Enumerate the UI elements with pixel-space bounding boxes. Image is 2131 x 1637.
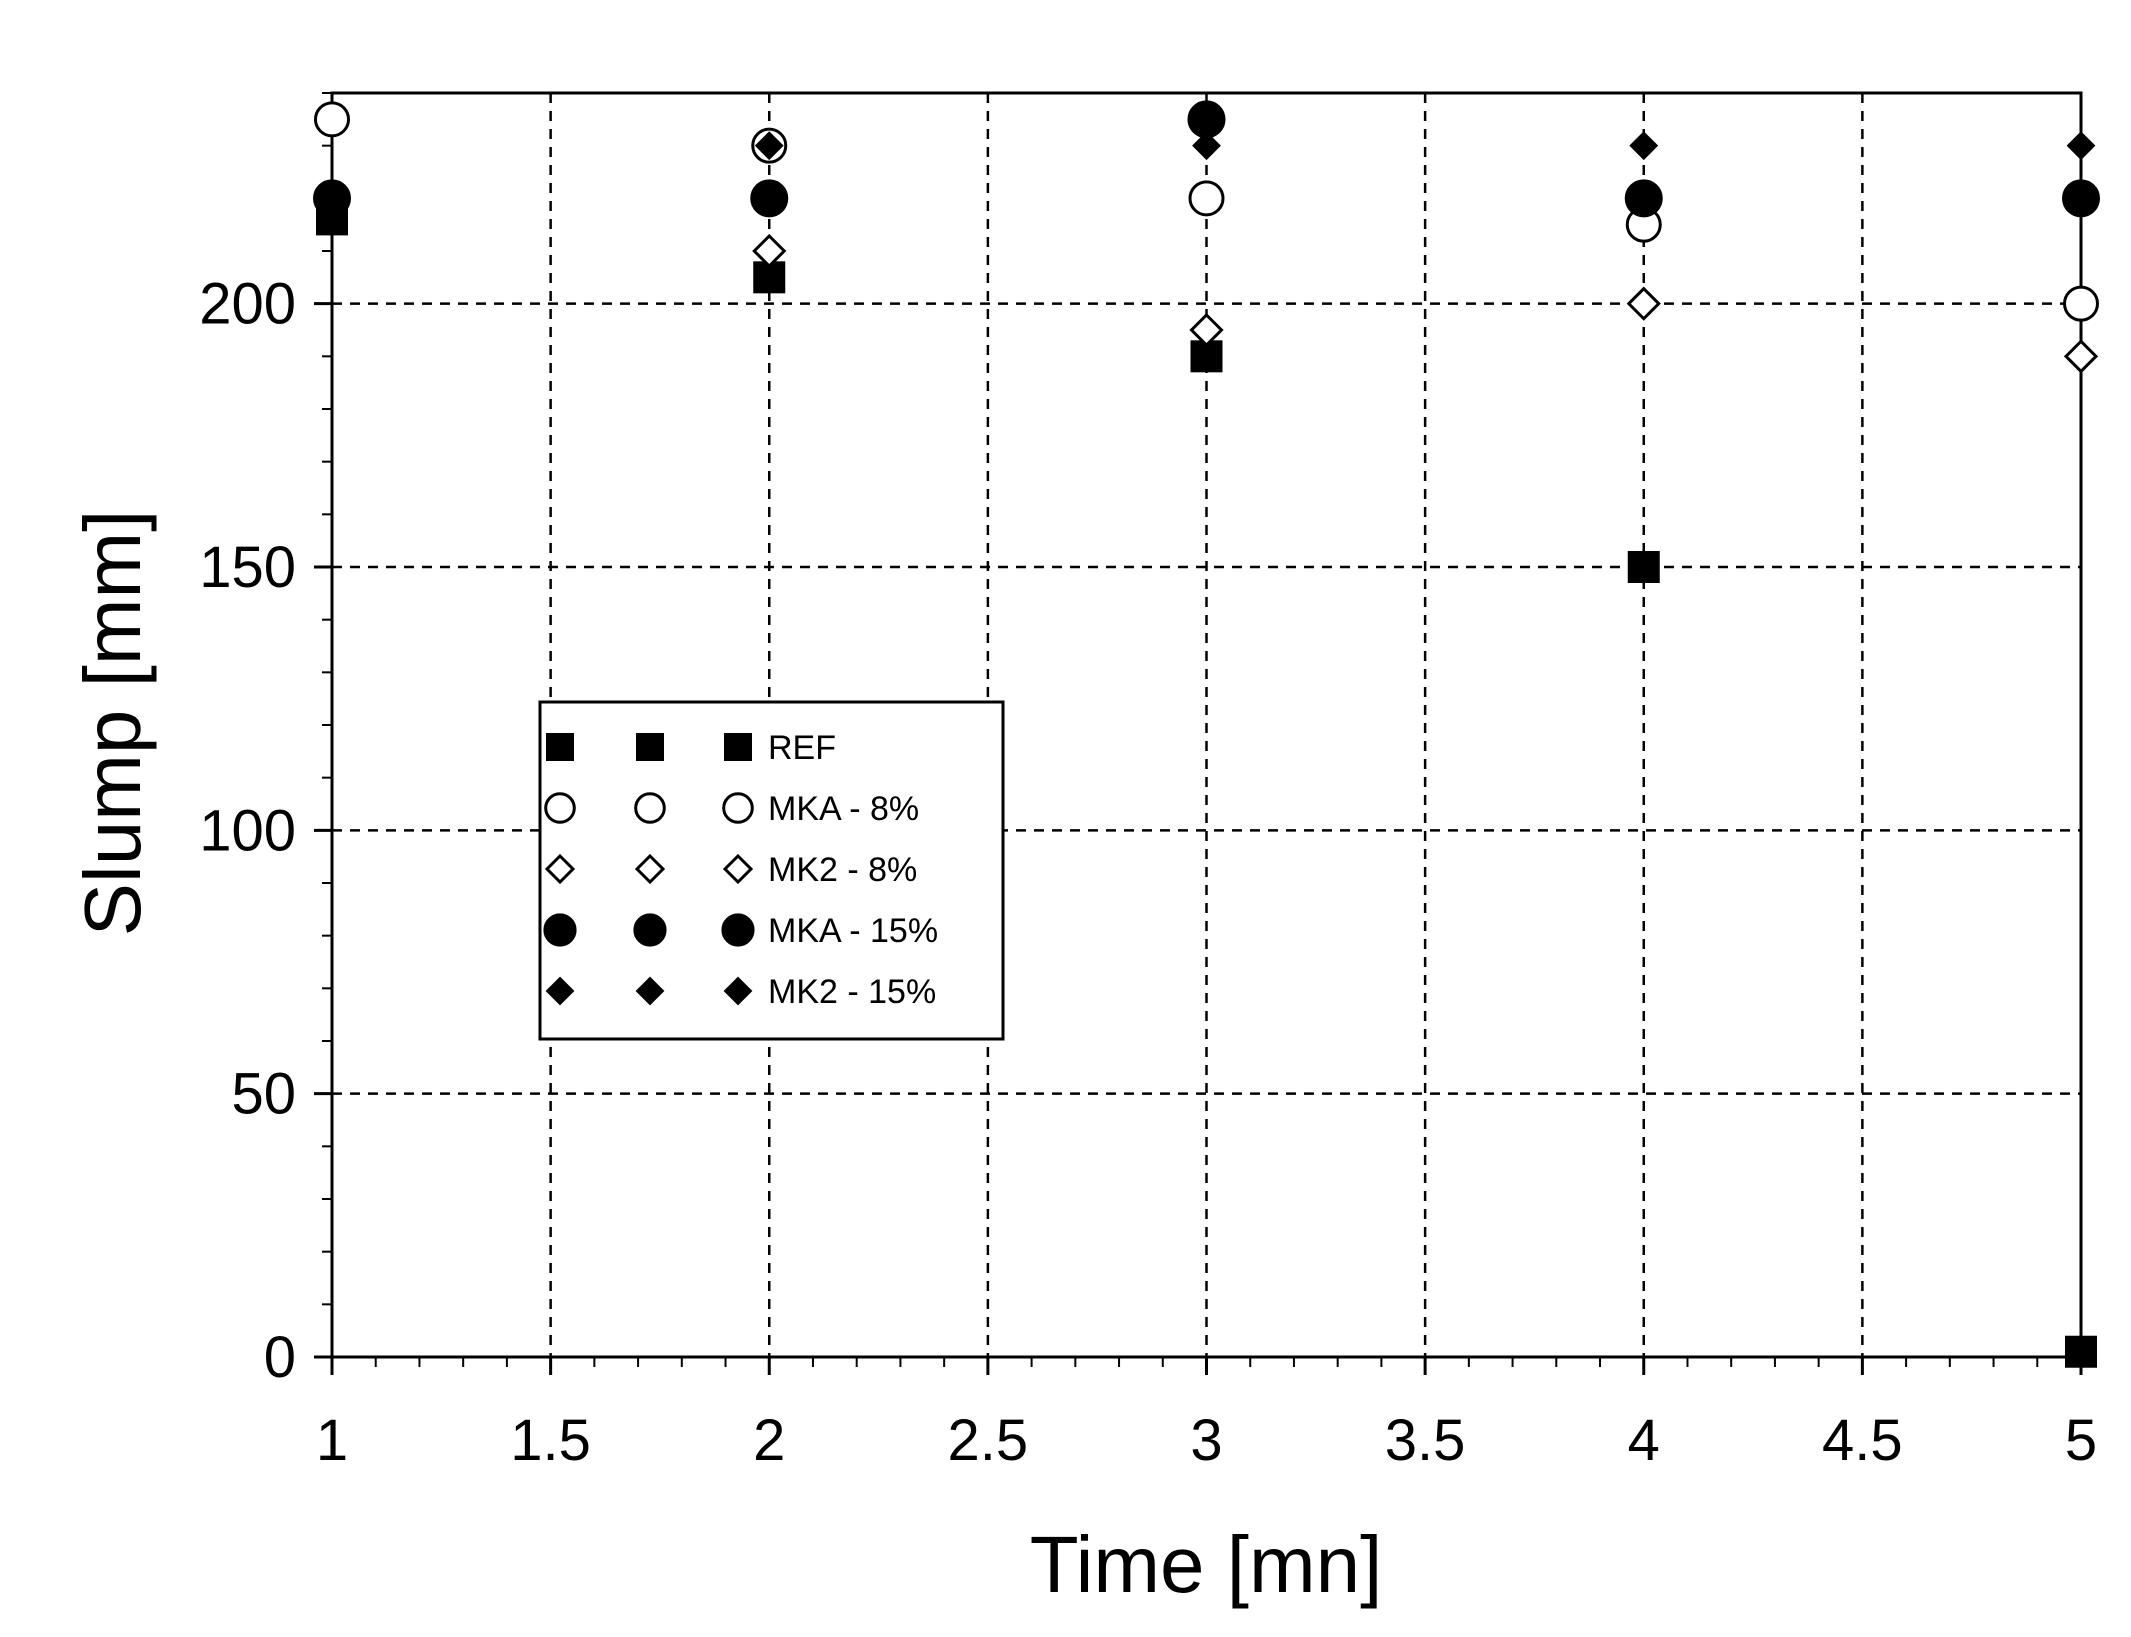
point-mk2-8 xyxy=(1626,286,1661,321)
legend-marker-mk2-8 xyxy=(722,853,754,885)
legend-label-mk2-15: MK2 - 15% xyxy=(768,973,936,1011)
legend-label-mka-8: MKA - 8% xyxy=(768,790,919,828)
point-mka-15 xyxy=(1624,179,1663,218)
x-tick-label: 1 xyxy=(316,1408,348,1473)
point-ref xyxy=(1627,551,1660,583)
x-tick-labels: 1 1.5 2 2.5 3 3.5 4 4.5 5 xyxy=(316,1408,2097,1473)
data-points xyxy=(313,100,2100,1368)
legend-marker-mka-8 xyxy=(722,792,754,824)
point-ref xyxy=(2065,1335,2097,1368)
point-mka-15 xyxy=(2062,179,2100,218)
y-tick-label: 200 xyxy=(199,272,296,337)
legend-marker-mka-8 xyxy=(634,792,666,824)
point-mk2-15 xyxy=(1629,131,1659,161)
x-tick-label: 3 xyxy=(1190,1408,1222,1473)
point-mka-8 xyxy=(314,101,350,138)
y-tick-label: 0 xyxy=(264,1325,296,1390)
y-tick-label: 100 xyxy=(199,798,296,863)
legend-marker-mk2-15 xyxy=(545,976,575,1006)
legend-marker-ref xyxy=(724,733,752,761)
legend-marker-mk2-8 xyxy=(544,853,576,885)
legend: REF MKA - 8% MK2 - 8% MKA - 15% MK2 - 15% xyxy=(538,700,1005,1041)
x-tick-label: 5 xyxy=(2065,1408,2097,1473)
point-mk2-15 xyxy=(1192,131,1221,161)
point-mka-8 xyxy=(2063,285,2099,322)
point-mk2-8 xyxy=(2063,339,2099,374)
axis-ticks xyxy=(314,92,2083,1375)
y-axis-title: Slump [mm] xyxy=(68,510,157,937)
legend-marker-mka-15 xyxy=(543,913,577,947)
x-tick-label: 3.5 xyxy=(1385,1408,1466,1473)
legend-marker-ref xyxy=(636,733,664,761)
point-mk2-8 xyxy=(752,233,787,269)
y-tick-label: 150 xyxy=(199,535,296,600)
legend-label-mka-15: MKA - 15% xyxy=(768,912,938,950)
x-axis-title: Time [mn] xyxy=(1030,1520,1383,1609)
legend-marker-mka-8 xyxy=(544,792,576,824)
x-tick-label: 4.5 xyxy=(1822,1408,1903,1473)
legend-marker-mka-15 xyxy=(633,913,667,947)
legend-marker-mka-15 xyxy=(721,913,755,947)
y-tick-label: 50 xyxy=(231,1062,296,1127)
legend-box xyxy=(538,700,1005,1041)
legend-label-mk2-8: MK2 - 8% xyxy=(768,851,917,889)
legend-marker-ref xyxy=(546,733,574,761)
x-tick-label: 4 xyxy=(1628,1408,1660,1473)
x-tick-label: 2 xyxy=(753,1408,785,1473)
legend-marker-mk2-15 xyxy=(635,976,665,1006)
y-tick-labels: 0 50 100 150 200 xyxy=(199,272,296,1390)
legend-label-ref: REF xyxy=(768,729,836,767)
x-tick-label: 1.5 xyxy=(510,1408,591,1473)
point-mk2-15 xyxy=(317,183,347,213)
point-mk2-15 xyxy=(754,131,784,161)
point-mka-8 xyxy=(1188,180,1225,217)
point-mk2-8 xyxy=(1189,312,1224,348)
legend-marker-mk2-15 xyxy=(723,976,753,1006)
point-mka-15 xyxy=(750,179,789,218)
legend-marker-mk2-8 xyxy=(634,853,666,885)
x-tick-label: 2.5 xyxy=(948,1408,1029,1473)
point-mk2-15 xyxy=(2066,131,2096,161)
